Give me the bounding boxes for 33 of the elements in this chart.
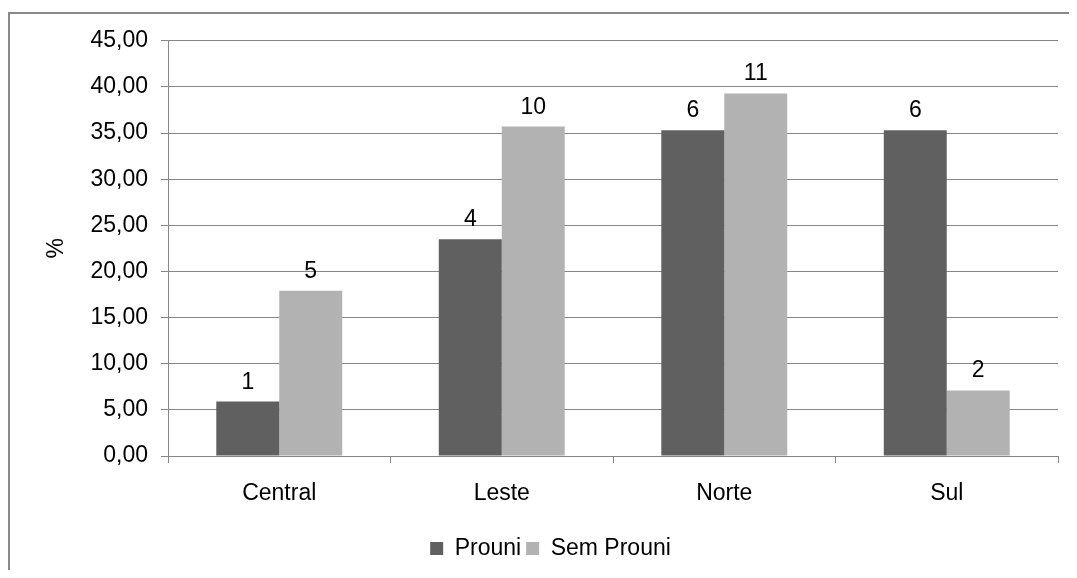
y-tick-label: 40,00 [90, 72, 148, 99]
y-tick-label: 15,00 [90, 302, 148, 329]
y-tick-label: 5,00 [103, 395, 148, 422]
bar [724, 93, 788, 456]
bar [216, 401, 280, 456]
bar [883, 130, 947, 456]
annotation: 11 [743, 59, 768, 86]
annotation: 6 [908, 96, 922, 123]
bar [501, 126, 565, 456]
annotation: 1 [241, 367, 255, 394]
y-tick-label: 45,00 [90, 26, 148, 53]
y-tick-label: 35,00 [90, 118, 148, 145]
y-tick-label: 20,00 [90, 256, 148, 283]
bar [661, 130, 725, 456]
legend-label: Prouni [454, 533, 522, 560]
annotation: 10 [520, 92, 547, 119]
y-tick-label: 30,00 [90, 164, 148, 191]
x-tick-label: Sul [930, 479, 964, 506]
x-tick-label: Leste [473, 479, 530, 506]
bar [946, 390, 1010, 456]
annotation: 5 [304, 256, 318, 283]
legend-label: Sem Prouni [550, 533, 671, 560]
x-tick-label: Norte [696, 479, 753, 506]
annotation: 4 [463, 205, 477, 232]
annotation: 6 [686, 96, 700, 123]
bar [438, 239, 502, 456]
y-tick-label: 25,00 [90, 210, 148, 237]
bar [279, 290, 343, 456]
x-tick-label: Central [242, 479, 317, 506]
y-axis-title: % [42, 238, 69, 259]
annotation: 2 [971, 356, 985, 383]
y-tick-label: 10,00 [90, 349, 148, 376]
y-tick-label: 0,00 [103, 441, 148, 468]
